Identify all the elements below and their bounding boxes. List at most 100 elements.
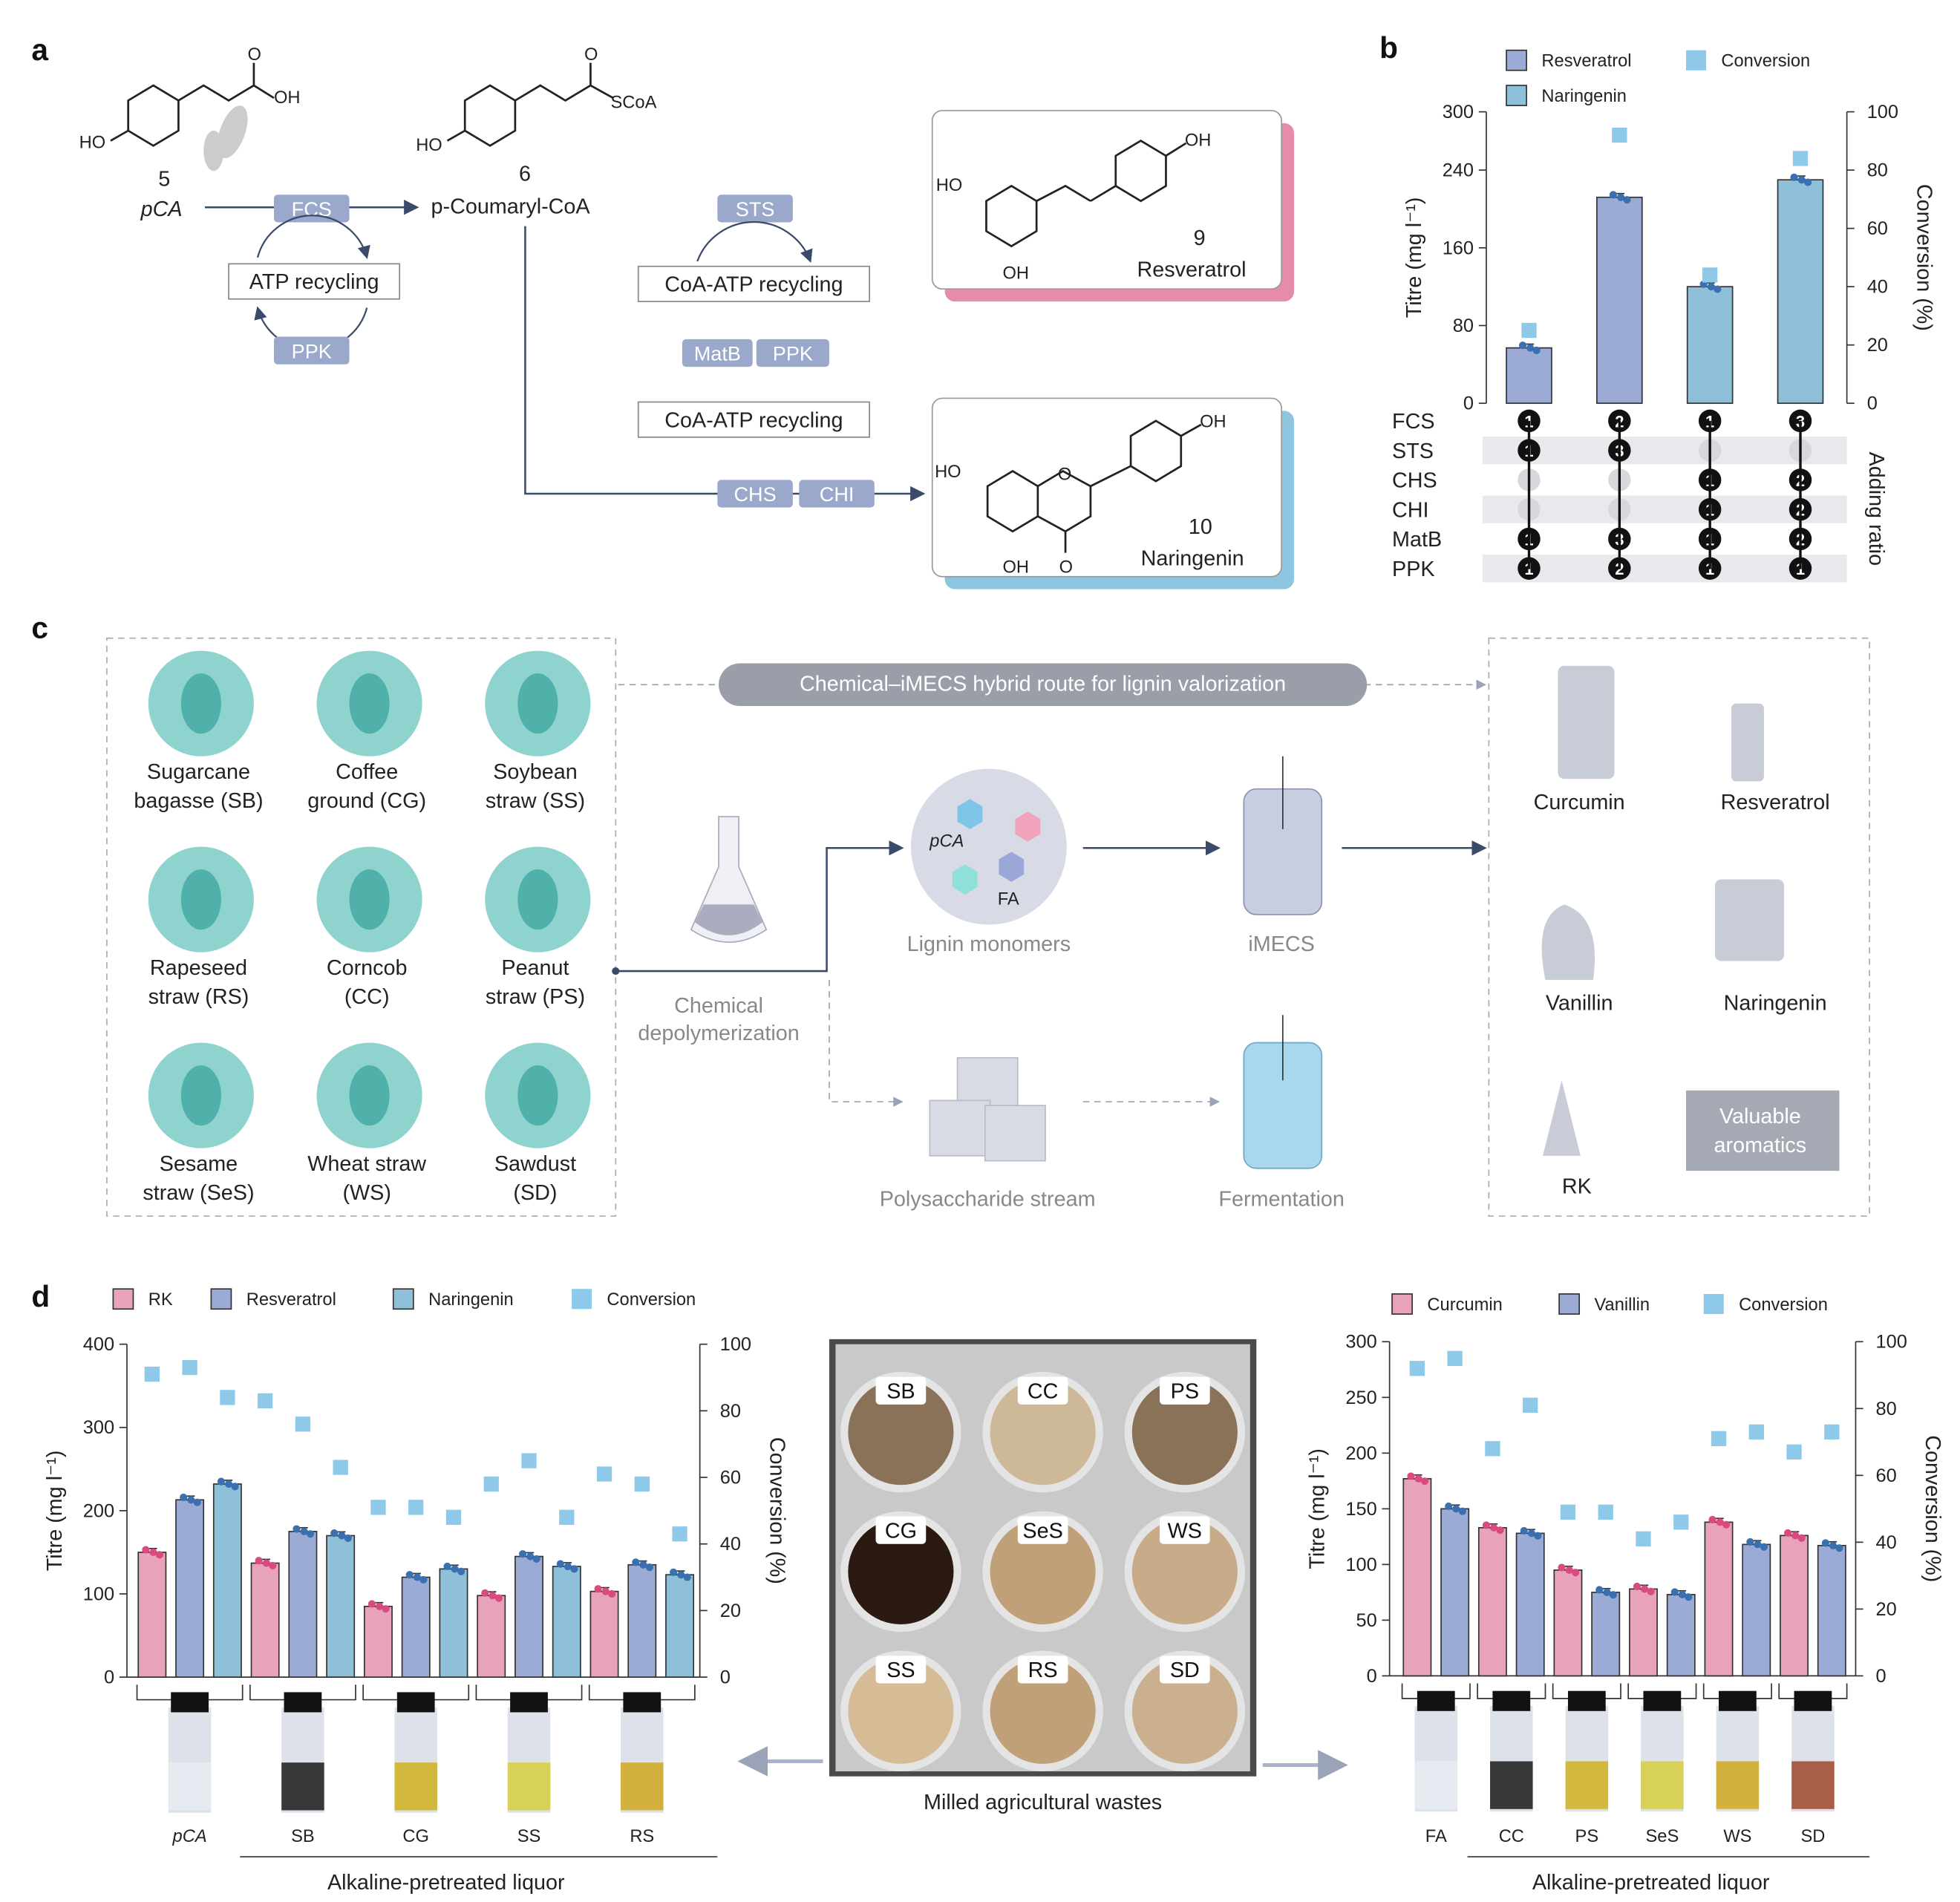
feedstock-name: Coffee bbox=[336, 760, 398, 784]
compound-name: pCA bbox=[140, 197, 183, 221]
replicate-point bbox=[300, 1527, 308, 1535]
replicate-point bbox=[1707, 283, 1715, 291]
y2-axis-label: Conversion (%) bbox=[1912, 184, 1936, 331]
svg-text:Resveratrol: Resveratrol bbox=[1721, 791, 1830, 814]
svg-text:p-Coumaryl-CoA: p-Coumaryl-CoA bbox=[431, 195, 591, 219]
replicate-point bbox=[601, 1587, 610, 1595]
replicate-point bbox=[269, 1561, 277, 1569]
svg-text:Curcumin: Curcumin bbox=[1534, 791, 1625, 814]
plate-sample bbox=[990, 1658, 1096, 1764]
bar bbox=[212, 1483, 242, 1678]
replicate-point bbox=[382, 1605, 390, 1613]
route-banner: Chemical–iMECS hybrid route for lignin v… bbox=[719, 663, 1368, 707]
svg-text:Fermentation: Fermentation bbox=[1218, 1188, 1344, 1212]
svg-text:CoA-ATP recycling: CoA-ATP recycling bbox=[664, 273, 843, 297]
plate-label: RS bbox=[1028, 1658, 1058, 1682]
replicate-point bbox=[556, 1560, 564, 1568]
bar bbox=[1596, 196, 1643, 405]
ratio-value: 1 bbox=[1796, 560, 1805, 578]
replicate-point bbox=[677, 1571, 685, 1579]
svg-text:9: 9 bbox=[1194, 226, 1206, 250]
replicate-point bbox=[1414, 1474, 1422, 1483]
replicate-point bbox=[338, 1532, 346, 1540]
y-tick-label: 300 bbox=[1345, 1332, 1376, 1353]
replicate-point bbox=[1821, 1539, 1829, 1547]
replicate-point bbox=[1670, 1588, 1679, 1596]
compound-6: O SCoA HO 6 p-Coumaryl-CoA bbox=[416, 45, 656, 218]
vial-liquid bbox=[1716, 1761, 1760, 1809]
conversion-point bbox=[483, 1476, 499, 1492]
feedstock-code: straw (SS) bbox=[486, 789, 585, 813]
y2-tick-label: 100 bbox=[1867, 102, 1898, 122]
plate-label: CG bbox=[885, 1519, 917, 1543]
y-tick-label: 300 bbox=[83, 1417, 114, 1438]
replicate-point bbox=[1685, 1593, 1693, 1601]
feedstock-code: (SD) bbox=[513, 1181, 557, 1205]
replicate-point bbox=[1760, 1543, 1768, 1551]
vial-liquid bbox=[1565, 1761, 1609, 1809]
feedstock-code: ground (CG) bbox=[307, 789, 426, 813]
plate-label: SD bbox=[1170, 1658, 1200, 1682]
plate-sample bbox=[1131, 1518, 1238, 1625]
svg-text:aromatics: aromatics bbox=[1714, 1134, 1807, 1157]
vial-cap bbox=[171, 1692, 209, 1713]
y-tick-label: 200 bbox=[1345, 1443, 1376, 1464]
category-label: SD bbox=[1800, 1827, 1825, 1846]
replicate-point bbox=[1804, 178, 1812, 186]
replicate-point bbox=[526, 1552, 535, 1561]
legend-swatch bbox=[1391, 1293, 1413, 1315]
replicate-point bbox=[1558, 1563, 1566, 1572]
replicate-point bbox=[231, 1483, 239, 1491]
plate-label-bg bbox=[875, 1656, 927, 1684]
svg-text:ATP recycling: ATP recycling bbox=[249, 270, 379, 294]
photo-caption: Milled agricultural wastes bbox=[924, 1791, 1162, 1814]
y2-tick-label: 60 bbox=[1867, 218, 1888, 239]
feedstock-name: Sesame bbox=[160, 1152, 238, 1176]
conversion-point bbox=[1748, 1424, 1764, 1439]
svg-text:O: O bbox=[584, 45, 598, 65]
bar bbox=[137, 1552, 167, 1678]
plate-label: SB bbox=[886, 1379, 915, 1403]
conversion-point bbox=[1409, 1361, 1425, 1376]
replicate-point bbox=[405, 1571, 414, 1579]
replicate-point bbox=[1678, 1590, 1687, 1598]
conversion-point bbox=[445, 1509, 462, 1525]
replicate-point bbox=[187, 1496, 195, 1504]
bar bbox=[439, 1568, 468, 1678]
y-tick-label: 200 bbox=[83, 1500, 114, 1521]
svg-text:O: O bbox=[1058, 465, 1071, 484]
feedstock-name: Rapeseed bbox=[150, 956, 247, 980]
category-label: SeS bbox=[1645, 1827, 1679, 1846]
vial-liquid bbox=[168, 1762, 212, 1811]
vial-liquid bbox=[507, 1762, 551, 1811]
replicate-point bbox=[1790, 173, 1798, 181]
legend-swatch bbox=[572, 1289, 592, 1310]
bar bbox=[514, 1555, 543, 1678]
plate-label-bg bbox=[875, 1516, 927, 1544]
y2-tick-label: 40 bbox=[1876, 1532, 1897, 1553]
replicate-point bbox=[1714, 285, 1722, 293]
svg-text:FA: FA bbox=[998, 889, 1019, 909]
conversion-point bbox=[672, 1526, 687, 1542]
panel-label-a: a bbox=[31, 33, 48, 67]
y-tick-label: 240 bbox=[1443, 160, 1474, 181]
feedstock-glyph bbox=[517, 1065, 558, 1126]
feedstock-grid: Sugarcane bagasse (SB) Coffee ground (CG) So… bbox=[134, 650, 591, 1205]
vanilla-vase-icon bbox=[1541, 904, 1595, 980]
replicate-point bbox=[1797, 176, 1806, 184]
enzyme-label: STS bbox=[1392, 439, 1434, 463]
compound-number: 5 bbox=[158, 167, 170, 191]
vial-cap bbox=[1567, 1690, 1606, 1711]
replicate-point bbox=[632, 1558, 640, 1566]
ratio-value: 1 bbox=[1524, 560, 1533, 578]
bar bbox=[1686, 286, 1734, 405]
svg-text:pCA: pCA bbox=[929, 832, 964, 852]
vial-cap bbox=[623, 1692, 662, 1713]
replicate-point bbox=[1534, 1532, 1542, 1540]
replicate-point bbox=[457, 1567, 466, 1575]
conversion-point bbox=[559, 1509, 575, 1525]
category-label: pCA bbox=[172, 1827, 207, 1846]
svg-text:CoA-ATP recycling: CoA-ATP recycling bbox=[664, 408, 843, 432]
conversion-point bbox=[1786, 1444, 1802, 1460]
replicate-point bbox=[306, 1530, 315, 1538]
